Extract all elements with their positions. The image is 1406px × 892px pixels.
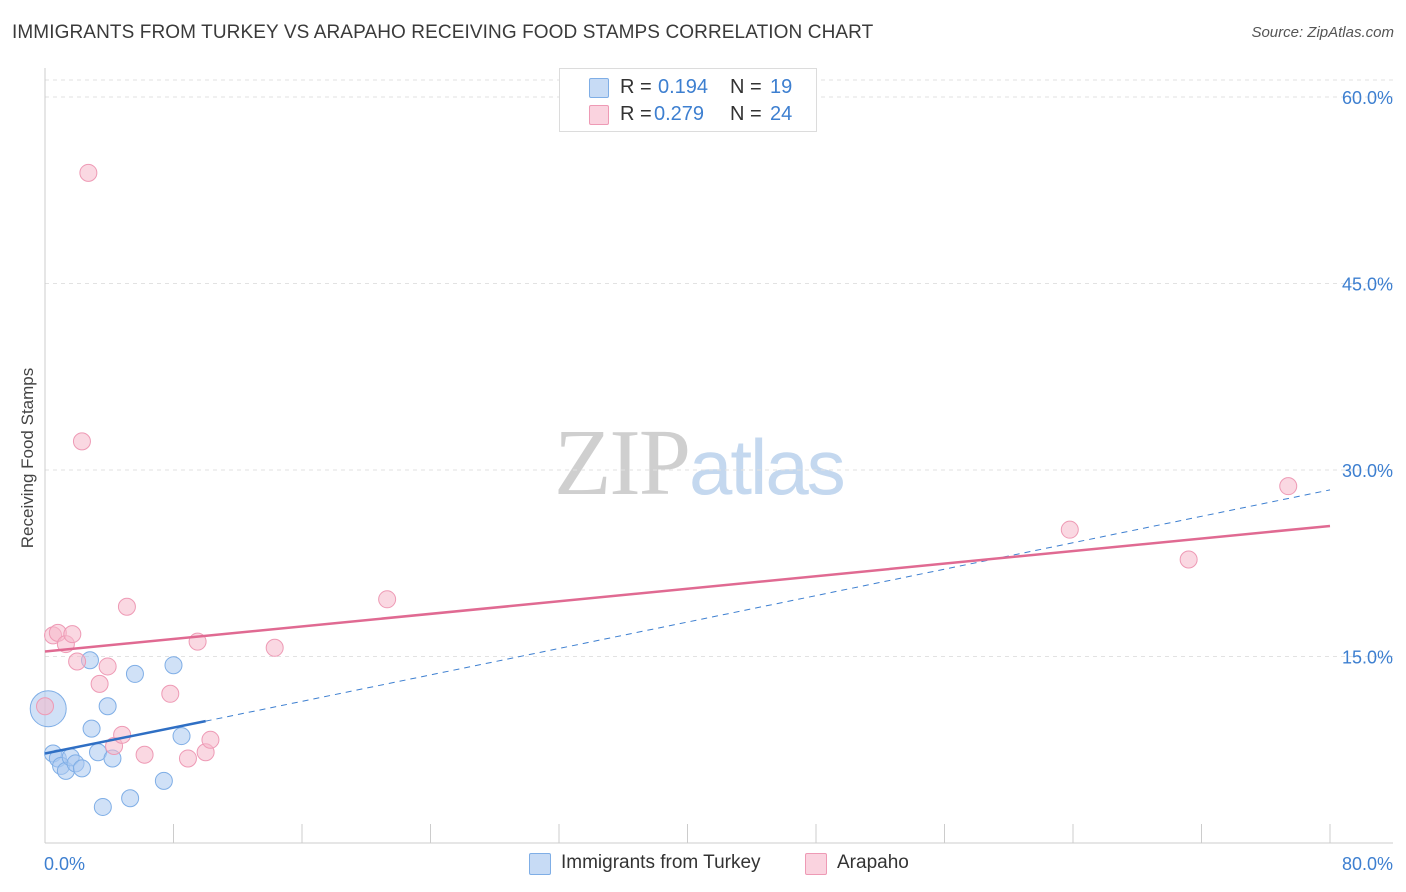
y-tick-label: 45.0%: [1342, 275, 1393, 295]
n-label: N =: [730, 103, 762, 125]
correlation-box: R = 0.194 N = 19 R = 0.279 N = 24: [559, 68, 817, 132]
watermark-zip: ZIP: [554, 411, 691, 515]
arapaho-point: [98, 657, 117, 676]
x-tick-label: 0.0%: [44, 854, 85, 874]
turkey-point: [121, 789, 140, 808]
turkey-point: [172, 727, 191, 746]
r-value: 0.279: [654, 103, 705, 125]
turkey-point: [154, 771, 173, 790]
arapaho-point: [265, 638, 284, 657]
watermark-atlas: atlas: [689, 423, 846, 511]
arapaho-trend-line: [44, 524, 1331, 653]
r-label: R =: [620, 76, 652, 98]
y-tick-label: 60.0%: [1342, 88, 1393, 108]
stat-row-turkey: R = 0.194 N = 19: [560, 73, 816, 101]
arapaho-point: [378, 590, 397, 609]
source-label: Source: ZipAtlas.com: [1251, 24, 1394, 41]
arapaho-point: [63, 625, 82, 644]
turkey-point: [82, 719, 101, 738]
arapaho-point: [79, 163, 98, 182]
arapaho-point: [178, 749, 197, 768]
turkey-trend-extension: [205, 489, 1331, 722]
arapaho-point: [161, 684, 180, 703]
arapaho-point: [90, 674, 109, 693]
legend-label: Arapaho: [837, 852, 909, 873]
legend: Immigrants from Turkey Arapaho: [0, 852, 1406, 878]
turkey-point: [93, 797, 112, 816]
arapaho-swatch: [589, 105, 609, 125]
y-tick-label: 15.0%: [1342, 648, 1393, 668]
turkey-point: [164, 656, 183, 675]
arapaho-point: [68, 652, 87, 671]
arapaho-point: [72, 432, 91, 451]
r-label: R =: [620, 103, 652, 125]
legend-label: Immigrants from Turkey: [561, 852, 761, 873]
arapaho-point: [117, 597, 136, 616]
n-value: 24: [770, 103, 793, 125]
n-label: N =: [730, 76, 762, 98]
arapaho-point: [135, 745, 154, 764]
turkey-point: [125, 664, 144, 683]
turkey-point: [98, 697, 117, 716]
watermark: ZIPatlas: [554, 408, 846, 517]
stat-row-arapaho: R = 0.279 N = 24: [560, 100, 816, 128]
x-tick-label: 80.0%: [1342, 854, 1393, 874]
arapaho-point: [1179, 550, 1198, 569]
turkey-swatch: [529, 853, 551, 875]
n-value: 19: [770, 76, 793, 98]
arapaho-point: [1060, 520, 1079, 539]
arapaho-point: [1279, 477, 1298, 496]
y-tick-label: 30.0%: [1342, 461, 1393, 481]
arapaho-point: [36, 697, 54, 716]
turkey-trend-line: [44, 719, 206, 755]
chart-title: IMMIGRANTS FROM TURKEY VS ARAPAHO RECEIV…: [12, 22, 874, 43]
turkey-point: [72, 759, 91, 778]
r-value: 0.194: [658, 76, 709, 98]
arapaho-point: [201, 730, 220, 749]
turkey-swatch: [589, 78, 609, 98]
arapaho-swatch: [805, 853, 827, 875]
arapaho-point: [113, 725, 132, 744]
